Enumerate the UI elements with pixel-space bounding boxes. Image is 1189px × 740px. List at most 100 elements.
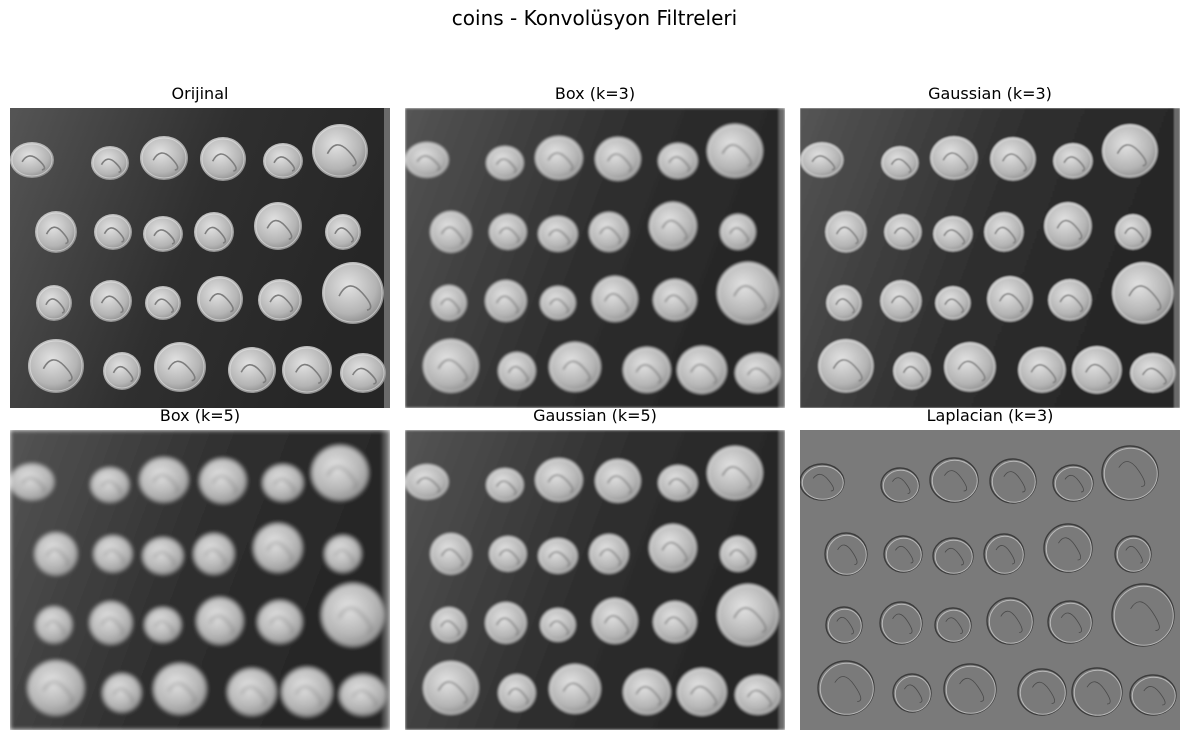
coin xyxy=(649,202,697,250)
coin xyxy=(717,262,779,324)
coin xyxy=(549,664,601,714)
coin xyxy=(592,598,638,644)
coin xyxy=(10,142,54,178)
coin xyxy=(103,352,141,390)
coin xyxy=(340,675,386,715)
coin xyxy=(94,214,132,250)
coin xyxy=(720,536,756,572)
coin xyxy=(592,276,638,322)
coin xyxy=(263,465,303,501)
coin xyxy=(1018,347,1066,393)
coin xyxy=(658,465,698,501)
coin xyxy=(254,202,302,250)
coin xyxy=(405,464,449,500)
panel-image-original xyxy=(10,108,390,408)
coin xyxy=(325,214,361,250)
coin xyxy=(1053,143,1093,179)
coin xyxy=(818,339,874,393)
coin xyxy=(263,143,303,179)
coin xyxy=(154,342,206,392)
coin xyxy=(595,137,641,181)
coin xyxy=(282,346,332,394)
coin xyxy=(486,146,524,180)
coin xyxy=(677,668,727,716)
panel-image-box-k3 xyxy=(405,108,785,408)
coin xyxy=(258,279,302,321)
coin xyxy=(944,342,996,392)
coin xyxy=(312,124,368,178)
image-edge-strip xyxy=(384,108,390,408)
coin xyxy=(103,674,141,712)
coin xyxy=(649,524,697,572)
coin xyxy=(485,280,527,322)
coin xyxy=(498,674,536,712)
coin xyxy=(653,601,697,643)
coin xyxy=(430,533,472,575)
coin xyxy=(589,212,629,252)
panel-title-original: Orijinal xyxy=(10,84,390,104)
coin xyxy=(254,524,302,572)
image-edge-strip xyxy=(1174,108,1180,408)
coin xyxy=(200,459,246,503)
coin xyxy=(91,468,129,502)
coin xyxy=(538,216,578,252)
coin xyxy=(322,584,384,646)
coin xyxy=(431,607,467,643)
coin xyxy=(535,136,583,180)
coin xyxy=(28,339,84,393)
coin xyxy=(884,214,922,250)
image-edge-strip xyxy=(779,108,785,408)
coin xyxy=(595,459,641,503)
coin xyxy=(707,446,763,500)
coin xyxy=(800,142,844,178)
coin xyxy=(145,608,181,642)
coin xyxy=(535,458,583,502)
coin xyxy=(1044,202,1092,250)
coin xyxy=(1102,124,1158,178)
coin xyxy=(258,601,302,643)
coin xyxy=(720,214,756,250)
coin xyxy=(498,352,536,390)
coin xyxy=(930,136,978,180)
figure-title: coins - Konvolüsyon Filtreleri xyxy=(0,6,1189,30)
coin xyxy=(143,216,183,252)
panel-title-gaussian-k5: Gaussian (k=5) xyxy=(405,406,785,426)
coin xyxy=(717,584,779,646)
coin xyxy=(36,285,72,321)
coin xyxy=(91,146,129,180)
coin xyxy=(154,664,206,714)
coin xyxy=(735,675,781,715)
coin xyxy=(1112,262,1174,324)
coin xyxy=(90,602,132,644)
coin xyxy=(486,468,524,502)
coin xyxy=(1130,353,1176,393)
panel-title-laplacian-k3: Laplacian (k=3) xyxy=(800,406,1180,426)
coin xyxy=(658,143,698,179)
coin xyxy=(549,342,601,392)
coin xyxy=(90,280,132,322)
coin xyxy=(489,536,527,572)
coin xyxy=(1048,279,1092,321)
coin xyxy=(140,458,188,502)
coin xyxy=(987,276,1033,322)
coin xyxy=(143,538,183,574)
coin xyxy=(653,279,697,321)
coin xyxy=(322,262,384,324)
coin xyxy=(312,446,368,500)
image-background xyxy=(800,430,1180,730)
coin xyxy=(140,136,188,180)
coin xyxy=(28,661,84,715)
coin xyxy=(935,286,971,320)
coin xyxy=(340,353,386,393)
coin xyxy=(881,146,919,180)
coin xyxy=(35,211,77,253)
coin xyxy=(540,608,576,642)
panel-title-gaussian-k3: Gaussian (k=3) xyxy=(800,84,1180,104)
coin xyxy=(677,346,727,394)
coin xyxy=(36,607,72,643)
coin xyxy=(826,285,862,321)
coin xyxy=(325,536,361,572)
coin xyxy=(623,669,671,715)
coin xyxy=(197,276,243,322)
coin xyxy=(735,353,781,393)
